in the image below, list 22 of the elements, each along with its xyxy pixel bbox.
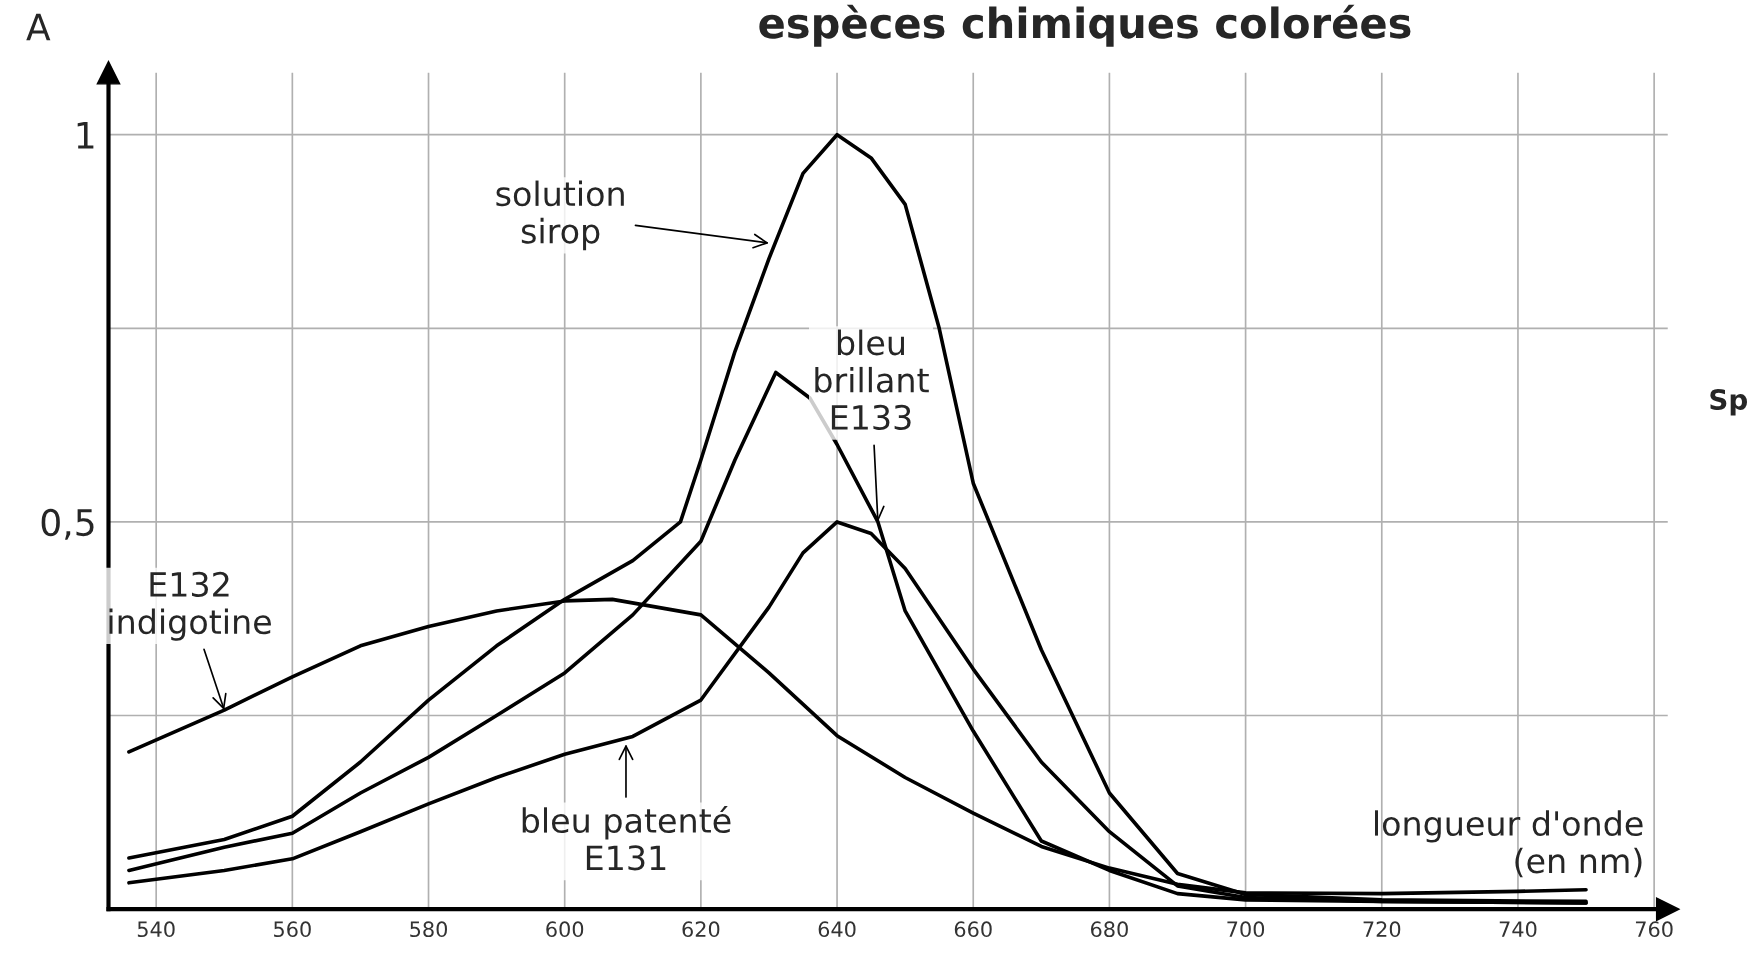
x-axis-title: longueur d'onde (en nm) [1374,810,1643,878]
y-axis-title: A [26,13,51,41]
annotation: bleu brillant E133 [815,329,929,431]
y-tick-label: 0,5 [41,508,94,540]
x-tick-label: 680 [1090,921,1128,938]
x-tick-label: 560 [274,921,311,938]
annotation: solution sirop [496,180,624,251]
x-tick-label: 740 [1499,921,1537,938]
x-tick-label: 720 [1363,921,1401,938]
annotation: E132 indigotine [109,571,271,641]
x-tick-label: 580 [410,921,448,938]
x-tick-label: 600 [546,921,584,938]
annotation: bleu patenté E131 [522,805,731,871]
x-tick-label: 620 [682,921,720,938]
text: Sp [1710,388,1748,416]
y-tick-label: 1 [77,122,94,149]
chart-title: espèces chimiques colorées [759,4,1411,47]
x-tick-label: 700 [1227,921,1265,938]
x-tick-label: 760 [1635,921,1673,938]
x-tick-label: 640 [818,921,856,938]
x-tick-label: 660 [954,921,992,938]
x-tick-label: 540 [137,921,175,938]
